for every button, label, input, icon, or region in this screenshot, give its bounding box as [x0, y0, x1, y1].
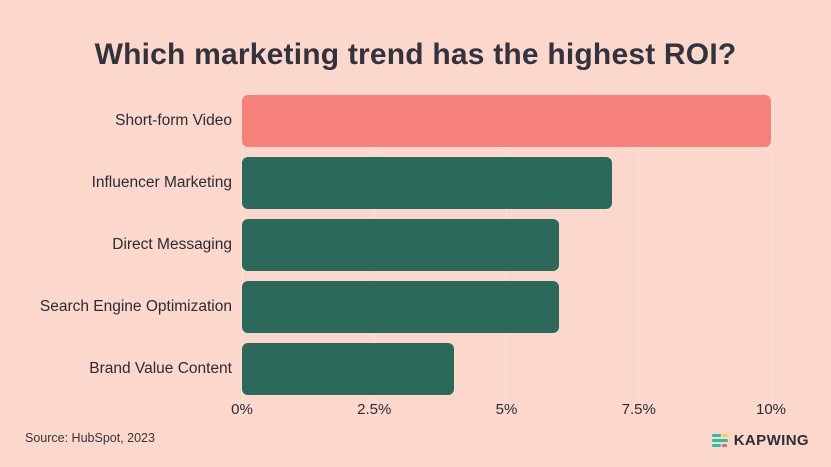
x-tick-label: 7.5% [621, 401, 656, 418]
bar-row [242, 95, 771, 147]
x-tick-label: 2.5% [357, 401, 392, 418]
bar-short-form-video [242, 95, 771, 147]
kapwing-stripes-icon [711, 433, 729, 448]
bar-brand-value-content [242, 343, 454, 395]
category-label: Search Engine Optimization [39, 298, 232, 315]
gridline-10 [770, 95, 772, 401]
category-axis: Short-form Video Influencer Marketing Dire… [0, 95, 232, 395]
bar-search-engine-optimization [242, 281, 560, 333]
source-note: Source: HubSpot, 2023 [25, 431, 155, 445]
logo-stripe [711, 433, 729, 438]
plot-area [241, 95, 772, 401]
logo-stripe [711, 443, 729, 448]
bar-row [242, 157, 771, 209]
bar-row [242, 219, 771, 271]
category-label: Direct Messaging [112, 236, 232, 253]
logo-segment-pink [722, 443, 728, 448]
logo-segment-yellow [722, 433, 729, 438]
kapwing-logo-text: KAPWING [733, 432, 809, 449]
category-label: Short-form Video [115, 112, 232, 129]
bars-group [242, 95, 771, 395]
logo-stripe [711, 438, 729, 443]
x-tick-label: 5% [495, 401, 518, 418]
gridline-7.5 [638, 95, 640, 401]
bar-influencer-marketing [242, 157, 613, 209]
bar-row [242, 281, 771, 333]
chart-title: Which marketing trend has the highest RO… [94, 38, 737, 71]
logo-segment-teal [711, 433, 721, 438]
x-tick-label: 0% [231, 401, 253, 418]
logo-segment-teal [711, 443, 721, 448]
category-label: Influencer Marketing [91, 174, 232, 191]
bar-row [242, 343, 771, 395]
category-label: Brand Value Content [89, 360, 232, 377]
x-tick-label: 10% [755, 401, 787, 418]
bar-direct-messaging [242, 219, 560, 271]
value-axis: 0% 2.5% 5% 7.5% 10% [231, 401, 786, 421]
kapwing-logo: KAPWING [711, 432, 809, 449]
logo-segment-teal [711, 438, 728, 443]
